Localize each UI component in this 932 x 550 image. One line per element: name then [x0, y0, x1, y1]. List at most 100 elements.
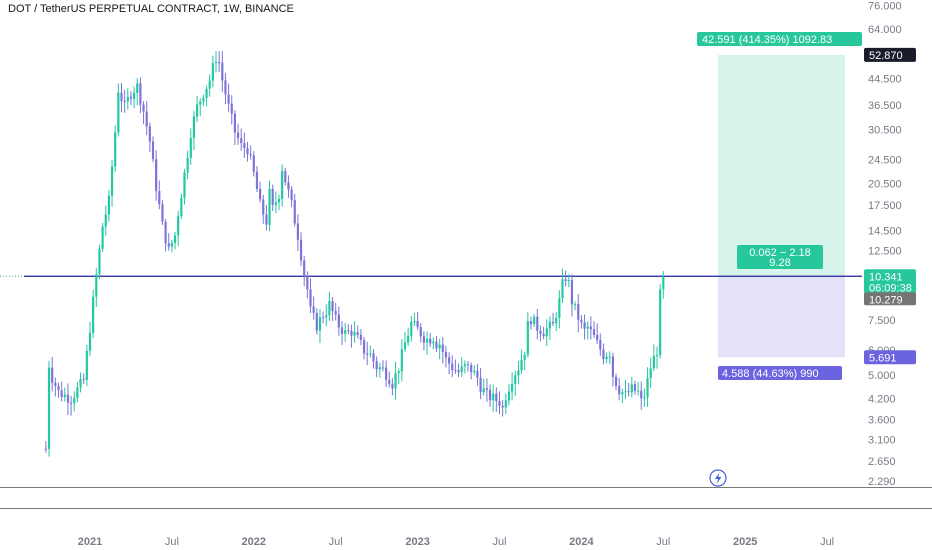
candle-body [148, 126, 151, 142]
candle [646, 367, 649, 408]
price-tick-label: 5.000 [868, 370, 896, 382]
price-tick-label: 20.500 [868, 178, 902, 190]
candle-body [236, 132, 240, 139]
candle-body [110, 166, 114, 196]
candle-body [385, 367, 388, 380]
candle [444, 346, 448, 368]
candle [435, 335, 438, 353]
candle [221, 51, 224, 92]
candle [148, 122, 151, 153]
candle-body [378, 367, 381, 370]
candle [621, 388, 624, 403]
candle-body [407, 335, 410, 343]
price-tick-label: 36.500 [868, 100, 902, 112]
candle-body [306, 276, 309, 290]
candle [432, 337, 435, 350]
month-tick-label: Jul [329, 536, 343, 548]
candle-body [92, 296, 95, 333]
candle [451, 355, 454, 377]
candle-body [202, 97, 205, 102]
candle-body [315, 312, 318, 331]
candle-body [492, 393, 495, 401]
candle-body [391, 383, 394, 389]
candle-body [400, 349, 403, 372]
candle [347, 323, 350, 335]
candle [236, 123, 240, 145]
candle [655, 346, 659, 369]
candle-body [66, 394, 70, 403]
candle [482, 378, 485, 396]
candle-body [551, 321, 555, 324]
candle-body [145, 111, 148, 127]
candle-body [646, 378, 649, 398]
candle [441, 337, 444, 364]
candle [129, 91, 133, 105]
candle-body [126, 96, 129, 102]
candle [614, 373, 618, 391]
candle-body [331, 300, 334, 312]
candle [164, 218, 167, 252]
candle [76, 382, 79, 403]
candle [517, 360, 520, 385]
candle [391, 378, 394, 396]
candle-body [564, 279, 567, 281]
candle-body [574, 304, 577, 306]
candle-body [155, 159, 158, 192]
candle [95, 267, 98, 307]
candle [564, 270, 567, 287]
candle [422, 331, 425, 351]
candle [479, 367, 482, 400]
candle-body [322, 317, 325, 319]
candle [158, 180, 161, 210]
candle [299, 232, 303, 267]
candle [274, 191, 277, 214]
candle [473, 365, 476, 376]
candle-body [589, 326, 592, 330]
candle-body [448, 357, 451, 364]
candle-body [60, 390, 63, 398]
candle-body [432, 341, 435, 344]
price-tick-label: 17.500 [868, 200, 902, 212]
candle-body [325, 315, 328, 318]
candle [627, 382, 630, 397]
candle-body [95, 274, 98, 297]
price-tick-label: 2.650 [868, 456, 896, 468]
candle [460, 357, 463, 377]
candle [318, 309, 322, 343]
candle-body [586, 326, 589, 329]
candle-body [82, 379, 85, 381]
candle-body [161, 204, 164, 222]
candle-body [183, 172, 186, 198]
candle [139, 77, 142, 114]
candle [277, 194, 281, 210]
candle [170, 239, 173, 253]
candle-body [451, 363, 454, 370]
candle [611, 352, 614, 387]
candle [511, 372, 514, 401]
candle [548, 316, 551, 341]
stop-stats-box [718, 366, 842, 380]
candle-body [299, 239, 303, 261]
candle [605, 352, 608, 364]
candle-body [205, 88, 208, 98]
candle [287, 175, 290, 198]
candle-body [444, 351, 448, 358]
candle-body [596, 334, 599, 341]
candle-body [340, 327, 344, 334]
candle [356, 325, 359, 339]
candle-body [533, 316, 536, 325]
candle-body [230, 103, 233, 114]
candle [413, 312, 416, 327]
candle [177, 210, 180, 246]
candles [44, 51, 665, 457]
candle-body [192, 116, 196, 138]
risk-reward-line-2: 9.28 [769, 257, 790, 269]
time-axis: 2021 Jul 2022 Jul 2023 Jul 2024 Jul 2025 Jul [78, 536, 834, 548]
candle-body [366, 353, 369, 355]
candle [255, 166, 259, 193]
candle [416, 311, 419, 330]
candle-body [652, 356, 655, 369]
candle-body [438, 344, 441, 349]
candle [438, 339, 441, 360]
